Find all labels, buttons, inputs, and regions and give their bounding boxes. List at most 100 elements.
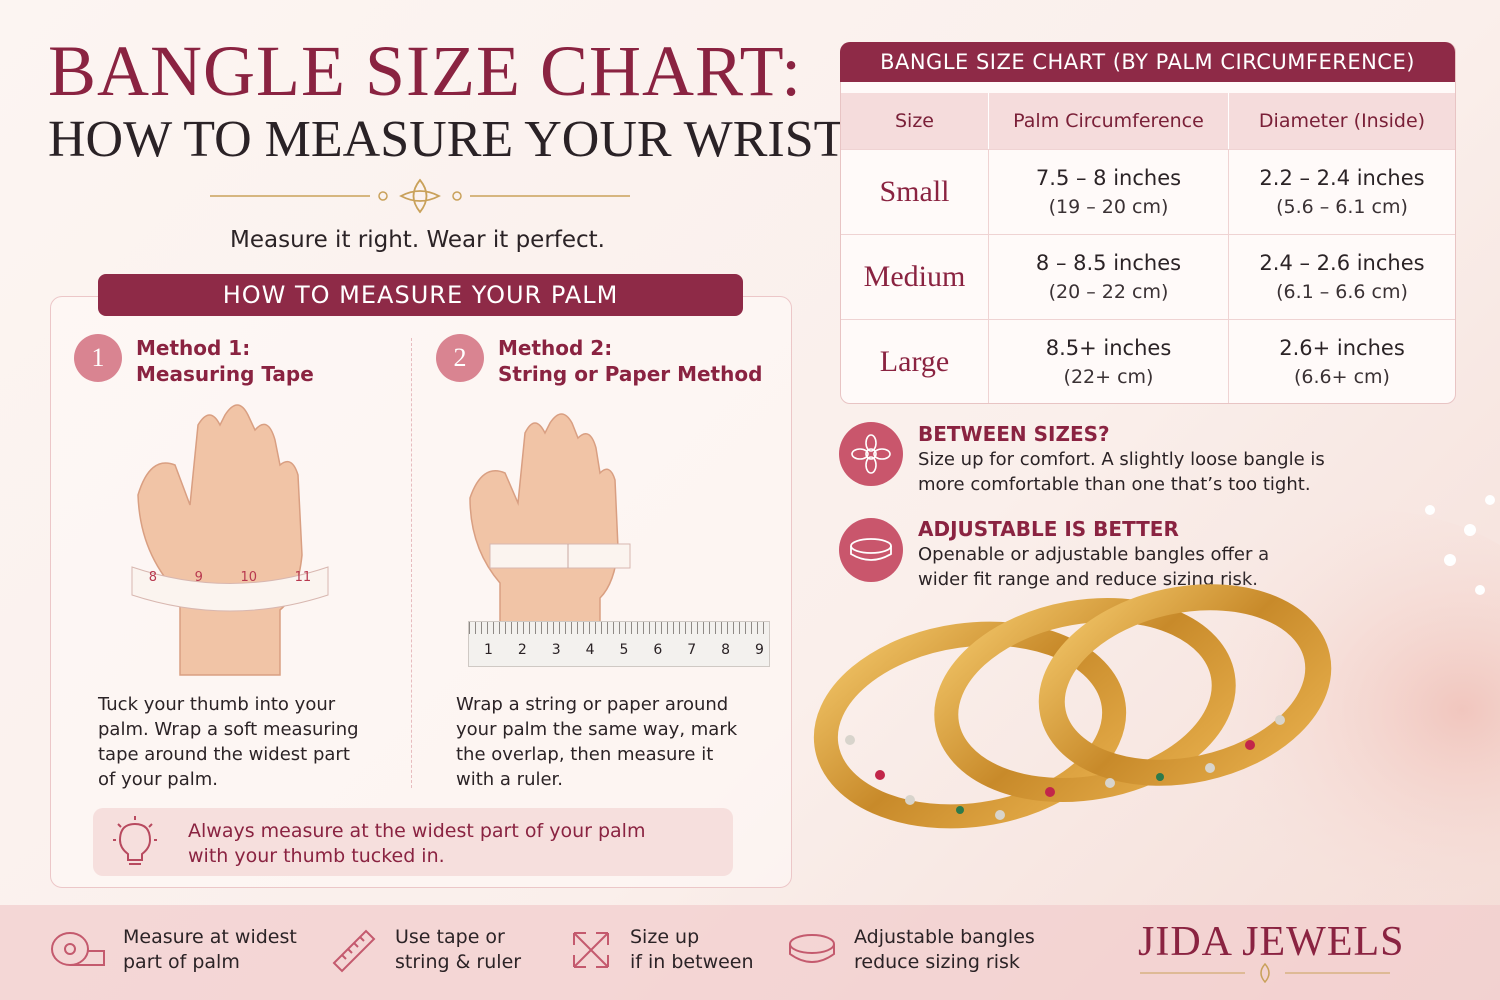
brand: JIDA JEWELS bbox=[1138, 919, 1405, 965]
inch-value: 2.6+ inches bbox=[1279, 336, 1405, 360]
table-cell: 8 – 8.5 inches (20 – 22 cm) bbox=[988, 234, 1228, 319]
tip: BETWEEN SIZES? Size up for comfort. A sl… bbox=[918, 421, 1325, 497]
metric-value: (20 – 22 cm) bbox=[1048, 281, 1169, 303]
metric-value: (19 – 20 cm) bbox=[1048, 196, 1169, 218]
table-cell: 7.5 – 8 inches (19 – 20 cm) bbox=[988, 149, 1228, 234]
ruler-number: 7 bbox=[687, 642, 697, 658]
section-heading: HOW TO MEASURE YOUR PALM bbox=[98, 274, 743, 316]
size-name: Large bbox=[879, 345, 950, 378]
tip-box bbox=[93, 808, 733, 876]
text-line: palm. Wrap a soft measuring bbox=[98, 719, 359, 740]
metric-value: (6.1 – 6.6 cm) bbox=[1276, 281, 1408, 303]
tip-line: more comfortable than one that’s too tig… bbox=[918, 474, 1311, 495]
ruler-number: 1 bbox=[484, 642, 493, 658]
ruler-number: 6 bbox=[653, 642, 663, 658]
ornament bbox=[210, 178, 630, 214]
step-number: 1 bbox=[74, 334, 122, 382]
footer-item: Use tape or string & ruler bbox=[395, 925, 521, 975]
inch-value: 2.4 – 2.6 inches bbox=[1259, 251, 1425, 275]
method-title-line: Method 2: bbox=[498, 336, 613, 360]
step-number: 2 bbox=[436, 334, 484, 382]
metric-value: (5.6 – 6.1 cm) bbox=[1276, 196, 1408, 218]
text-line: Wrap a string or paper around bbox=[456, 694, 729, 715]
ruler-number: 4 bbox=[585, 642, 595, 658]
tape-number: 8 bbox=[148, 570, 158, 585]
tape-icon bbox=[51, 932, 105, 966]
column-header: Size bbox=[894, 110, 934, 132]
text-line: Always measure at the widest part of you… bbox=[188, 820, 646, 842]
text-line: of your palm. bbox=[98, 769, 218, 790]
method-text: Wrap a string or paper around your palm … bbox=[456, 692, 737, 792]
subtitle: HOW TO MEASURE YOUR WRIST bbox=[48, 111, 846, 168]
ruler-number: 3 bbox=[551, 642, 561, 658]
bangle-glyph bbox=[850, 538, 892, 561]
metric-value: (22+ cm) bbox=[1063, 366, 1154, 388]
text-line: Size up bbox=[630, 926, 700, 948]
flower-icon bbox=[839, 422, 903, 486]
bangle-icon bbox=[839, 518, 903, 582]
inch-value: 7.5 – 8 inches bbox=[1035, 166, 1182, 190]
row-divider bbox=[841, 149, 1455, 150]
footer bbox=[0, 905, 1500, 1000]
text-line: reduce sizing risk bbox=[854, 951, 1020, 973]
method-title: Method 1: Measuring Tape bbox=[136, 335, 314, 387]
text-line: string & ruler bbox=[395, 951, 522, 973]
method-subtitle: Measuring Tape bbox=[136, 362, 314, 386]
ruler-scale: 1 2 3 4 5 6 7 8 9 bbox=[484, 642, 764, 658]
divider bbox=[411, 338, 412, 788]
tape-scale: 8 9 10 11 bbox=[130, 570, 330, 585]
ruler-icon bbox=[332, 929, 376, 973]
method-title-line: Method 1: bbox=[136, 336, 251, 360]
text-line: part of palm bbox=[123, 951, 240, 973]
tip-line: wider fit range and reduce sizing risk. bbox=[918, 569, 1259, 590]
table-title: BANGLE SIZE CHART (BY PALM CIRCUMFERENCE… bbox=[840, 42, 1455, 82]
expand-icon bbox=[573, 932, 609, 968]
footer-item: Size up if in between bbox=[630, 925, 754, 975]
tape-number: 10 bbox=[240, 570, 258, 585]
text-line: if in between bbox=[630, 951, 754, 973]
flower-glyph bbox=[851, 434, 891, 474]
table-cell: 2.4 – 2.6 inches (6.1 – 6.6 cm) bbox=[1228, 234, 1455, 319]
tip-line: Size up for comfort. A slightly loose ba… bbox=[918, 449, 1325, 470]
inch-value: 8 – 8.5 inches bbox=[1035, 251, 1182, 275]
ruler-number: 5 bbox=[619, 642, 629, 658]
size-table: Size Palm Circumference Diameter (Inside) S… bbox=[840, 42, 1456, 404]
text-line: Adjustable bangles bbox=[854, 926, 1035, 948]
tip-line: Openable or adjustable bangles offer a bbox=[918, 544, 1270, 565]
method-text: Tuck your thumb into your palm. Wrap a s… bbox=[98, 692, 359, 792]
tagline: Measure it right. Wear it perfect. bbox=[230, 227, 605, 253]
title: BANGLE SIZE CHART: bbox=[48, 31, 803, 111]
size-name: Medium bbox=[863, 260, 966, 293]
tip-title: ADJUSTABLE IS BETTER bbox=[918, 517, 1179, 541]
inch-value: 8.5+ inches bbox=[1045, 336, 1172, 360]
row-divider bbox=[841, 234, 1455, 235]
text-line: your palm the same way, mark bbox=[456, 719, 738, 740]
text-line: Use tape or bbox=[395, 926, 505, 948]
brand-ornament bbox=[1140, 962, 1390, 984]
tape-number: 9 bbox=[194, 570, 203, 585]
tip: ADJUSTABLE IS BETTER Openable or adjusta… bbox=[918, 516, 1269, 592]
footer-item: Adjustable bangles reduce sizing risk bbox=[854, 925, 1035, 975]
table-cell: 8.5+ inches (22+ cm) bbox=[988, 319, 1228, 403]
column-header: Palm Circumference bbox=[988, 93, 1228, 149]
inch-value: 2.2 – 2.4 inches bbox=[1259, 166, 1425, 190]
text-line: with a ruler. bbox=[456, 769, 564, 790]
table-cell: 2.6+ inches (6.6+ cm) bbox=[1228, 319, 1455, 403]
ruler bbox=[468, 621, 770, 667]
bangle-footer-icon bbox=[789, 934, 835, 963]
text-line: Tuck your thumb into your bbox=[98, 694, 336, 715]
column-header: Diameter (Inside) bbox=[1228, 93, 1455, 149]
hand-tape-illustration bbox=[131, 404, 329, 676]
tip-text: Always measure at the widest part of you… bbox=[188, 819, 645, 869]
text-line: tape around the widest part bbox=[98, 744, 350, 765]
ruler-number: 2 bbox=[517, 642, 527, 658]
method-subtitle: String or Paper Method bbox=[498, 362, 763, 386]
ruler-number: 9 bbox=[755, 642, 764, 658]
text-line: Measure at widest bbox=[123, 926, 297, 948]
text-line: the overlap, then measure it bbox=[456, 744, 714, 765]
bulb-icon bbox=[113, 816, 157, 865]
hand-string-illustration bbox=[469, 413, 631, 623]
row-divider bbox=[841, 319, 1455, 320]
table-cell: 2.2 – 2.4 inches (5.6 – 6.1 cm) bbox=[1228, 149, 1455, 234]
